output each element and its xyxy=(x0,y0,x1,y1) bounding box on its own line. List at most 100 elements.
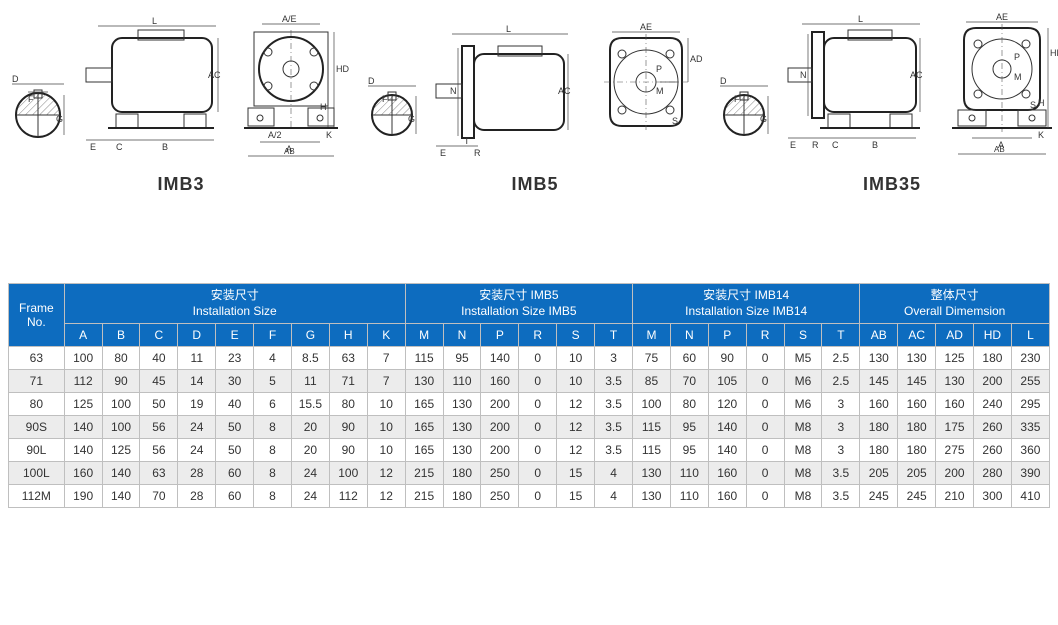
cell: 210 xyxy=(936,485,974,508)
cell: 0 xyxy=(746,393,784,416)
cell: 3 xyxy=(822,393,860,416)
column-label: M xyxy=(633,324,671,347)
column-label: R xyxy=(519,324,557,347)
cell: 140 xyxy=(64,439,102,462)
cell: 3.5 xyxy=(822,485,860,508)
cell: 295 xyxy=(1011,393,1049,416)
cell: 80 xyxy=(102,347,140,370)
cell: 360 xyxy=(1011,439,1049,462)
cell: 160 xyxy=(936,393,974,416)
dim-A2: A/2 xyxy=(268,130,282,140)
cell: 56 xyxy=(140,416,178,439)
dim-AB: AB xyxy=(284,147,295,156)
dim-AB3: AB xyxy=(994,145,1005,154)
cell: 240 xyxy=(973,393,1011,416)
diagram-label-imb5: IMB5 xyxy=(511,174,558,195)
dim-D2: D xyxy=(368,76,375,86)
cell: 200 xyxy=(481,439,519,462)
dim-G: G xyxy=(56,114,63,124)
column-label: AB xyxy=(860,324,898,347)
dimensions-table: Frame No. 安装尺寸Installation Size 安装尺寸 IMB… xyxy=(8,283,1050,508)
column-label: E xyxy=(216,324,254,347)
cell: 100 xyxy=(64,347,102,370)
dim-M: M xyxy=(656,86,664,96)
cell: 40 xyxy=(216,393,254,416)
dim-B3: B xyxy=(872,140,878,150)
cell: 130 xyxy=(443,416,481,439)
cell: 95 xyxy=(670,439,708,462)
column-label: G xyxy=(291,324,329,347)
cell: 0 xyxy=(519,462,557,485)
table-body: 631008040112348.56371159514001037560900M… xyxy=(9,347,1050,508)
imb5-side-view: L N AC E T xyxy=(428,20,578,160)
cell: 180 xyxy=(973,347,1011,370)
dim-L2: L xyxy=(506,24,511,34)
cell: M8 xyxy=(784,462,822,485)
cell: 0 xyxy=(746,485,784,508)
cell: 140 xyxy=(102,485,140,508)
cell: 28 xyxy=(178,485,216,508)
cell: 90 xyxy=(329,439,367,462)
cell: 3.5 xyxy=(822,462,860,485)
cell: 70 xyxy=(670,370,708,393)
dim-L3: L xyxy=(858,14,863,24)
diagram-label-imb35: IMB35 xyxy=(863,174,921,195)
imb35-front-view: AE HD xyxy=(938,10,1058,160)
cell: 2.5 xyxy=(822,347,860,370)
cell: 130 xyxy=(443,393,481,416)
cell: 145 xyxy=(860,370,898,393)
dim-F2: F xyxy=(382,94,388,104)
cell: 160 xyxy=(860,393,898,416)
cell: 4 xyxy=(254,347,292,370)
dim-E2: E xyxy=(440,148,446,158)
cell: 280 xyxy=(973,462,1011,485)
table-row: 80125100501940615.580101651302000123.510… xyxy=(9,393,1050,416)
dim-N: N xyxy=(450,86,457,96)
column-label: P xyxy=(708,324,746,347)
cell: 11 xyxy=(291,370,329,393)
cell: 63 xyxy=(329,347,367,370)
cell-frame: 100L xyxy=(9,462,65,485)
dim-P: P xyxy=(656,64,662,74)
cell: 4 xyxy=(595,485,633,508)
dim-AE3: AE xyxy=(996,12,1008,22)
cell: 180 xyxy=(443,485,481,508)
cell: 230 xyxy=(1011,347,1049,370)
cell: 3 xyxy=(822,439,860,462)
cell: 260 xyxy=(973,416,1011,439)
cell: 90 xyxy=(708,347,746,370)
column-label: T xyxy=(822,324,860,347)
dim-S: S xyxy=(672,116,678,126)
cell: 160 xyxy=(64,462,102,485)
cell: 125 xyxy=(936,347,974,370)
cell: 0 xyxy=(746,370,784,393)
cell: 105 xyxy=(708,370,746,393)
cell: 70 xyxy=(140,485,178,508)
cell: 190 xyxy=(64,485,102,508)
cell: 140 xyxy=(481,347,519,370)
cell: 24 xyxy=(291,462,329,485)
cell-frame: 112M xyxy=(9,485,65,508)
cell: 0 xyxy=(746,347,784,370)
dim-D3: D xyxy=(720,76,727,86)
cell: 4 xyxy=(595,462,633,485)
cell: 0 xyxy=(746,462,784,485)
cell: 3.5 xyxy=(595,416,633,439)
cell: 8 xyxy=(254,462,292,485)
group-install: 安装尺寸Installation Size xyxy=(64,284,405,324)
cell: 275 xyxy=(936,439,974,462)
dim-HD3: HD xyxy=(1050,48,1058,58)
cell: 160 xyxy=(708,462,746,485)
cell: 180 xyxy=(860,439,898,462)
column-label: N xyxy=(670,324,708,347)
cell: 0 xyxy=(519,393,557,416)
cell: 110 xyxy=(670,485,708,508)
cell: 410 xyxy=(1011,485,1049,508)
cell: 80 xyxy=(329,393,367,416)
cell: 145 xyxy=(898,370,936,393)
column-label: HD xyxy=(973,324,1011,347)
dim-L: L xyxy=(152,16,157,26)
cell: 60 xyxy=(216,462,254,485)
cell: 130 xyxy=(898,347,936,370)
cell: 100 xyxy=(102,416,140,439)
